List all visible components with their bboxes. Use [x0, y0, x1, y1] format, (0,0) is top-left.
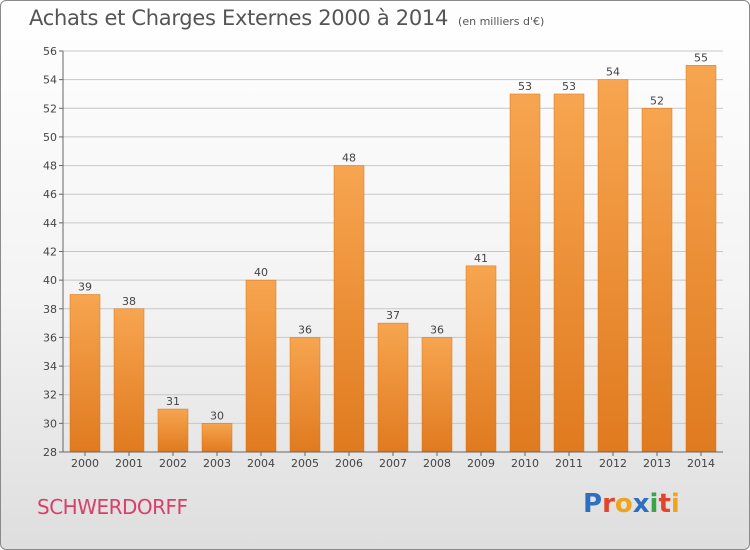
bar	[597, 79, 629, 453]
y-tick-label: 54	[43, 74, 57, 87]
bar-value-label: 54	[606, 66, 620, 79]
x-tick-label: 2011	[555, 457, 583, 470]
bar-value-label: 38	[122, 295, 136, 308]
x-tick-label: 2014	[687, 457, 715, 470]
axes: 28 30 32 34 36 38 40 42 44 46 48 50 52 54 56 2000 2001 20…	[43, 45, 723, 470]
bar-value-label: 41	[474, 252, 488, 265]
bar	[69, 294, 101, 453]
bar	[113, 308, 145, 453]
bar-value-label: 31	[166, 395, 180, 408]
bars	[69, 65, 717, 453]
bar	[421, 337, 453, 453]
logo-letter: i	[670, 489, 680, 519]
logo-letter: P	[583, 489, 603, 519]
logo-letter: t	[658, 489, 671, 519]
bar-value-label: 37	[386, 309, 400, 322]
x-tick-label: 2001	[115, 457, 143, 470]
bar-value-label: 52	[650, 94, 664, 107]
bar	[289, 337, 321, 453]
data-labels: 39 38 31 30 40 36 48 37 36 41 53 53 54 52 55	[78, 51, 708, 422]
x-tick-label: 2012	[599, 457, 627, 470]
bar-value-label: 53	[518, 80, 532, 93]
logo-letter: r	[602, 489, 615, 519]
y-tick-label: 42	[43, 246, 57, 259]
y-tick-label: 38	[43, 303, 57, 316]
chart-subtitle: (en milliers d'€)	[458, 15, 545, 28]
x-tick-label: 2003	[203, 457, 231, 470]
x-tick-label: 2004	[247, 457, 275, 470]
y-tick-label: 34	[43, 360, 57, 373]
x-tick-label: 2008	[423, 457, 451, 470]
y-tick-label: 36	[43, 331, 57, 344]
y-tick-label: 50	[43, 131, 57, 144]
chart-title: Achats et Charges Externes 2000 à 2014	[29, 6, 449, 30]
y-tick-label: 30	[43, 417, 57, 430]
logo-letter: x	[632, 489, 650, 519]
bar	[377, 322, 409, 453]
x-tick-label: 2013	[643, 457, 671, 470]
commune-name: SCHWERDORFF	[37, 495, 188, 519]
x-tick-label: 2007	[379, 457, 407, 470]
x-tick-label: 2009	[467, 457, 495, 470]
y-tick-label: 32	[43, 389, 57, 402]
bar	[333, 165, 365, 453]
bar-value-label: 55	[694, 51, 708, 64]
bar	[245, 279, 277, 453]
x-tick-label: 2006	[335, 457, 363, 470]
y-tick-label: 28	[43, 446, 57, 459]
bar	[641, 108, 673, 453]
bar-value-label: 39	[78, 280, 92, 293]
y-tick-label: 40	[43, 274, 57, 287]
y-tick-label: 56	[43, 45, 57, 58]
bar	[157, 408, 189, 453]
bar	[465, 265, 497, 453]
y-tick-label: 48	[43, 160, 57, 173]
x-tick-label: 2010	[511, 457, 539, 470]
bar	[685, 65, 717, 453]
logo-letter: o	[614, 489, 633, 519]
bar-value-label: 36	[430, 323, 444, 336]
bar-value-label: 48	[342, 152, 356, 165]
y-tick-label: 52	[43, 102, 57, 115]
bar	[509, 93, 541, 453]
bar	[201, 423, 233, 453]
y-tick-label: 46	[43, 188, 57, 201]
x-tick-label: 2000	[71, 457, 99, 470]
x-tick-label: 2002	[159, 457, 187, 470]
bar-value-label: 53	[562, 80, 576, 93]
title-row: Achats et Charges Externes 2000 à 2014 (e…	[29, 6, 544, 30]
bar	[553, 93, 585, 453]
y-tick-label: 44	[43, 217, 57, 230]
bar-value-label: 36	[298, 323, 312, 336]
x-tick-label: 2005	[291, 457, 319, 470]
proxiti-logo[interactable]: Proxiti	[583, 489, 680, 519]
bar-value-label: 40	[254, 266, 268, 279]
bar-value-label: 30	[210, 409, 224, 422]
logo-letter: i	[649, 489, 659, 519]
